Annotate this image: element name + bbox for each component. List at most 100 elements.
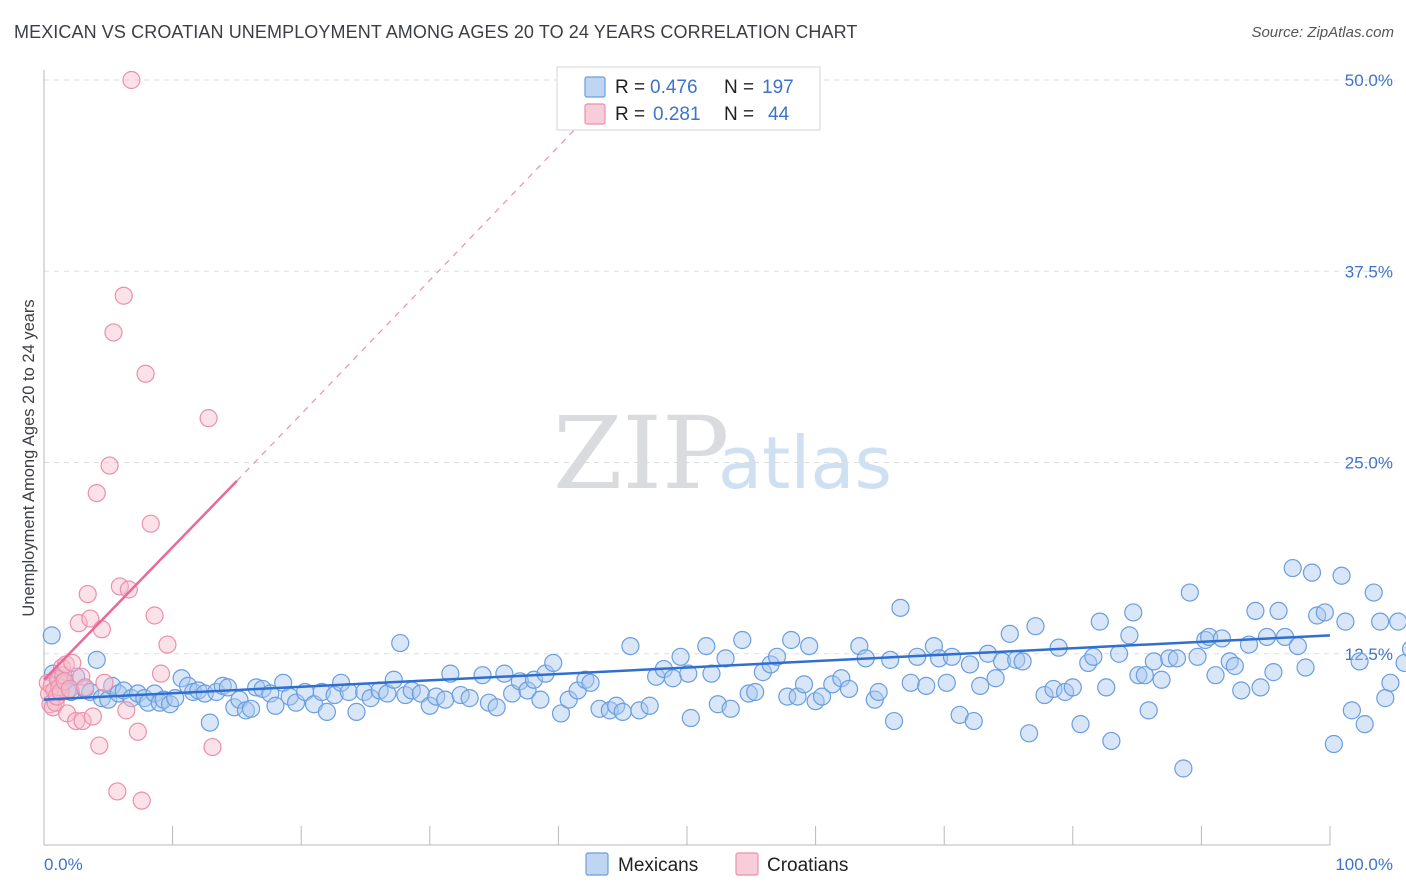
mexicans-point — [778, 687, 797, 706]
croatians-point — [63, 653, 82, 673]
y-tick-label: 50.0% — [1345, 71, 1393, 90]
mexicans-point — [1264, 663, 1283, 682]
mexicans-point — [411, 684, 430, 703]
mexicans-point — [800, 636, 819, 656]
mexicans-point — [891, 598, 910, 617]
mexicans-trend-line — [43, 634, 1331, 701]
mexicans-point — [1144, 652, 1163, 671]
mexicans-point — [391, 633, 410, 653]
mexicans-point — [1381, 673, 1400, 692]
mexicans-point — [960, 655, 980, 674]
legend-r-label: R = — [615, 77, 645, 98]
legend-r-label: R = — [615, 104, 645, 125]
mexicans-point — [971, 676, 990, 695]
mexicans-point — [266, 696, 285, 715]
mexicans-point — [1167, 649, 1187, 668]
mexicans-point — [396, 685, 415, 705]
croatians-point — [141, 514, 160, 533]
bottom-legend-croatians-label: Croatians — [767, 855, 848, 876]
legend-n-label: N = — [724, 104, 754, 125]
mexicans-point — [1120, 626, 1139, 645]
source-label: Source: ZipAtlas.com — [1251, 24, 1394, 41]
mexicans-point — [576, 670, 595, 689]
mexicans-point — [1084, 647, 1103, 666]
bottom-legend: Mexicans Croatians — [585, 852, 848, 876]
croatians-point — [83, 707, 102, 726]
mexicans-point — [339, 682, 358, 702]
x-axis-ticks — [172, 826, 1331, 845]
mexicans-point — [1355, 715, 1374, 734]
mexicans-point — [518, 681, 537, 700]
mexicans-point — [839, 679, 859, 699]
mexicans-point — [1160, 649, 1179, 668]
croatians-trend-line — [43, 479, 238, 681]
watermark-zip: ZIP — [553, 395, 729, 512]
mexicans-point — [1063, 678, 1082, 697]
mexicans-point — [964, 711, 983, 731]
croatians-point — [67, 711, 86, 731]
mexicans-point — [531, 690, 550, 709]
mexicans-point — [331, 673, 351, 692]
mexicans-point — [1071, 715, 1090, 734]
croatians-point — [100, 456, 119, 475]
croatians-point — [122, 70, 141, 90]
mexicans-point — [1044, 679, 1063, 699]
mexicans-point — [384, 670, 403, 689]
mexicans-point — [544, 653, 563, 673]
croatians-point — [73, 711, 92, 731]
mexicans-point — [746, 682, 765, 702]
croatians-trend-extension — [236, 119, 585, 482]
croatians-point — [92, 620, 111, 639]
bottom-legend-croatians-swatch — [735, 852, 759, 876]
croatians-point — [132, 791, 151, 810]
mexicans-point — [420, 696, 439, 715]
mexicans-point — [1090, 612, 1109, 631]
legend-r-value: 0.281 — [653, 104, 701, 125]
croatians-point — [90, 736, 109, 755]
mexicans-point — [679, 664, 698, 683]
mexicans-point — [1139, 701, 1158, 720]
croatians-point — [151, 664, 171, 683]
mexicans-point — [1389, 612, 1406, 631]
mexicans-point — [721, 699, 740, 718]
mexicans-point — [460, 689, 479, 708]
mexicans-point — [1152, 670, 1171, 689]
mexicans-point — [195, 684, 214, 703]
croatians-point — [114, 286, 133, 305]
mexicans-point — [1269, 601, 1288, 621]
mexicans-point — [1251, 678, 1270, 697]
croatians-point — [199, 409, 218, 428]
croatians-point — [136, 364, 155, 383]
mexicans-point — [1302, 563, 1322, 582]
mexicans-point — [1102, 731, 1121, 751]
mexicans-point — [436, 690, 455, 709]
mexicans-point — [681, 708, 700, 728]
mexicans-point — [739, 684, 758, 703]
x-tick-label: 0.0% — [44, 855, 83, 874]
trend-lines — [43, 119, 1331, 701]
mexicans-point — [869, 682, 888, 702]
mexicans-point — [782, 630, 801, 650]
mexicans-point — [1109, 644, 1129, 663]
mexicans-point — [1395, 653, 1406, 673]
mexicans-point — [1376, 689, 1395, 708]
mexicans-point — [697, 636, 716, 656]
mexicans-point — [1206, 666, 1225, 685]
mexicans-point — [1283, 558, 1302, 578]
croatians-point — [128, 722, 147, 741]
mexicans-point — [1097, 678, 1116, 697]
croatians-point — [72, 667, 91, 686]
mexicans-point — [621, 636, 640, 656]
mexicans-point — [1188, 647, 1207, 666]
croatians-point — [108, 782, 127, 801]
legend-mexicans-swatch — [584, 76, 606, 98]
mexicans-point — [1212, 629, 1232, 648]
mexicans-point — [1315, 603, 1334, 622]
legend-n-value: 197 — [762, 77, 794, 98]
mexicans-point — [1174, 759, 1193, 778]
y-axis-tick-labels: 12.5% 25.0% 37.5% 50.0% — [1345, 71, 1393, 664]
mexicans-point — [1124, 603, 1143, 622]
legend-croatians-swatch — [584, 103, 606, 125]
mexicans-point — [630, 701, 649, 720]
